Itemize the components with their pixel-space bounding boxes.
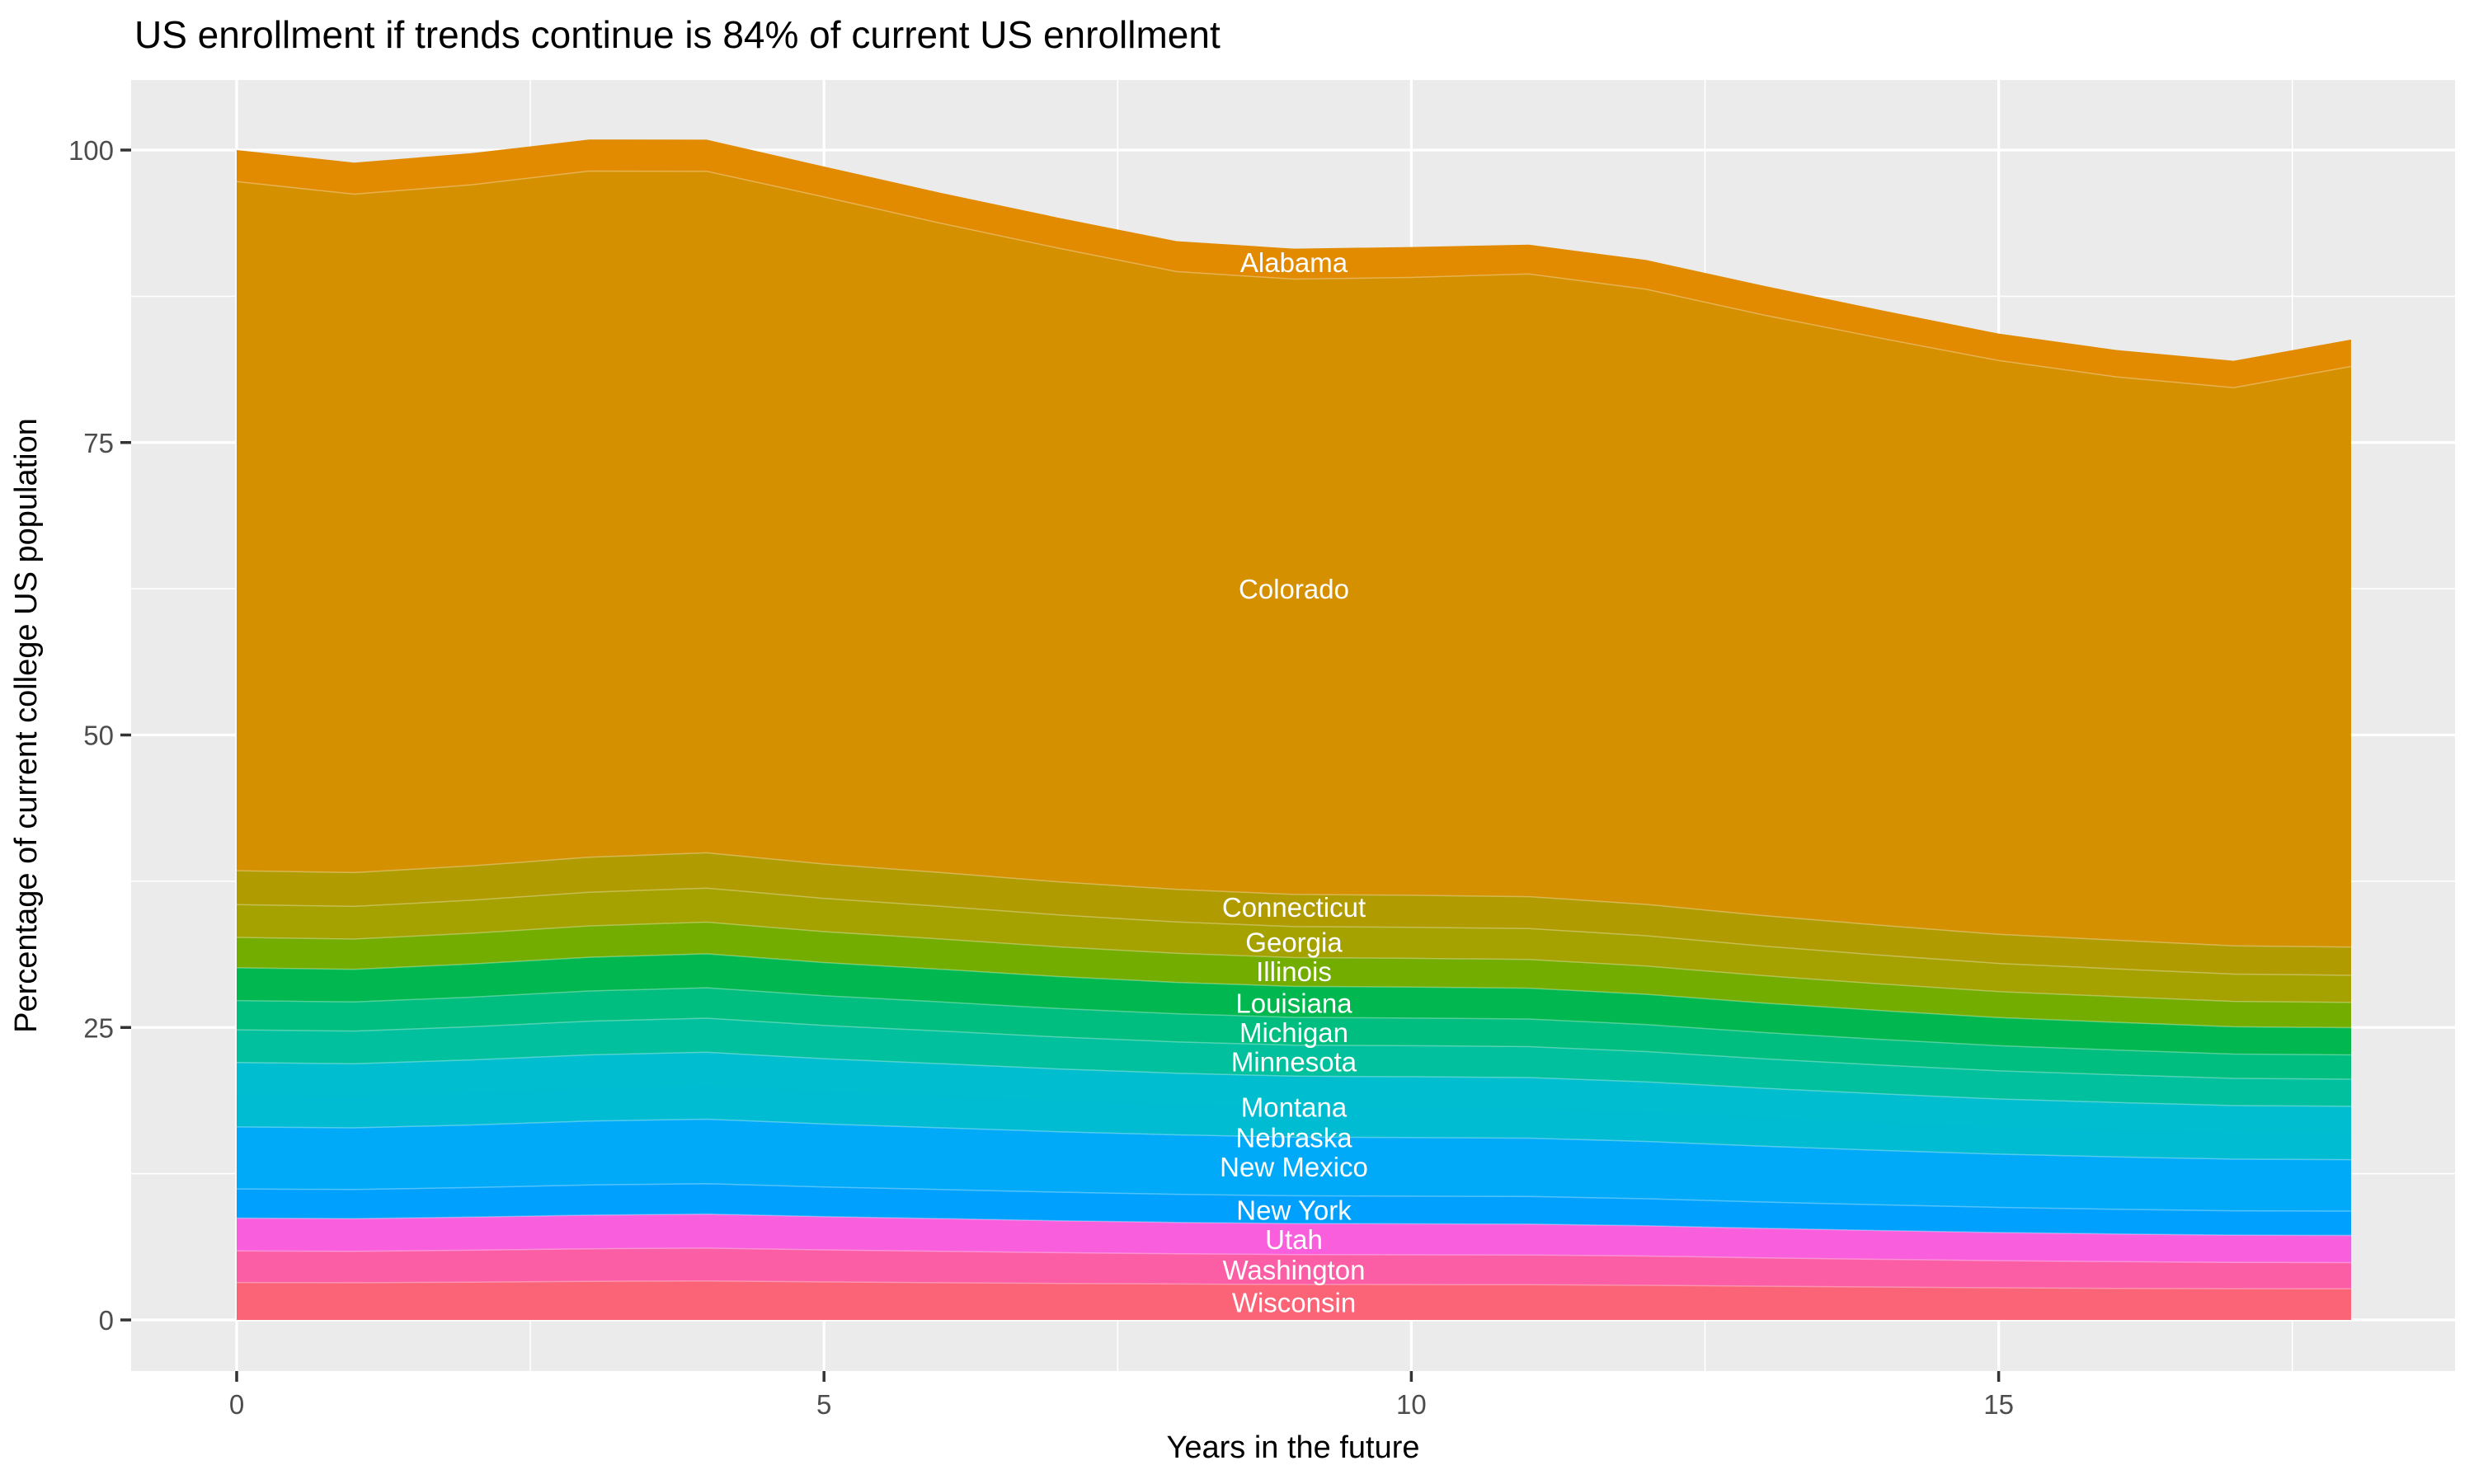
tick-labels-layer: 0 25 50 75 100 0 5 10 15 [68, 135, 2014, 1420]
state-label-minnesota: Minnesota [1231, 1046, 1357, 1077]
band-separator-new-mexico [236, 1118, 2351, 1161]
state-label-michigan: Michigan [1239, 1017, 1348, 1048]
axis-ticks-layer [120, 148, 2001, 1382]
state-label-new-york: New York [1236, 1195, 1352, 1226]
area-band-wisconsin [237, 1280, 2351, 1320]
state-label-washington: Washington [1222, 1255, 1365, 1285]
y-tick-label: 100 [68, 135, 114, 166]
y-axis-title: Percentage of current college US populat… [9, 418, 44, 1033]
band-separator-washington [236, 1247, 2351, 1264]
x-axis-title: Years in the future [1166, 1430, 1419, 1465]
state-label-nebraska: Nebraska [1235, 1123, 1352, 1153]
state-label-montana: Montana [1241, 1092, 1348, 1123]
band-separator-connecticut [236, 852, 2351, 948]
state-label-alabama: Alabama [1240, 247, 1348, 278]
area-bands-layer [237, 139, 2351, 1321]
state-label-louisiana: Louisiana [1235, 988, 1352, 1018]
y-tick-label: 0 [99, 1305, 114, 1336]
band-separator-layer [236, 170, 2352, 1290]
y-tick-label: 25 [83, 1012, 114, 1043]
band-separator-georgia [236, 887, 2351, 976]
x-tick-label: 10 [1396, 1389, 1427, 1420]
x-tick-label: 15 [1983, 1389, 2014, 1420]
state-label-colorado: Colorado [1239, 574, 1349, 604]
state-label-illinois: Illinois [1256, 956, 1332, 987]
state-label-georgia: Georgia [1245, 928, 1343, 958]
y-tick-label: 50 [83, 721, 114, 751]
band-separator-illinois [236, 921, 2351, 1003]
state-label-wisconsin: Wisconsin [1232, 1288, 1356, 1318]
state-labels-layer: Alabama Colorado Connecticut GeorgiaIllinoi… [1220, 247, 1368, 1317]
x-tick-label: 0 [229, 1389, 244, 1420]
state-label-connecticut: Connecticut [1222, 892, 1366, 923]
state-label-new-mexico: New Mexico [1220, 1152, 1368, 1182]
state-label-utah: Utah [1265, 1224, 1323, 1255]
x-tick-label: 5 [816, 1389, 831, 1420]
band-separator-montana [236, 1051, 2351, 1107]
band-separator-wisconsin [236, 1280, 2351, 1290]
band-separator-michigan [236, 987, 2351, 1056]
chart-title: US enrollment if trends continue is 84% … [134, 13, 1221, 56]
band-separator-louisiana [236, 953, 2351, 1029]
y-tick-label: 75 [83, 428, 114, 458]
band-separator-colorado [236, 170, 2352, 388]
band-separator-new-york [236, 1182, 2351, 1212]
band-separator-minnesota [236, 1017, 2351, 1080]
band-separator-utah [236, 1213, 2351, 1237]
